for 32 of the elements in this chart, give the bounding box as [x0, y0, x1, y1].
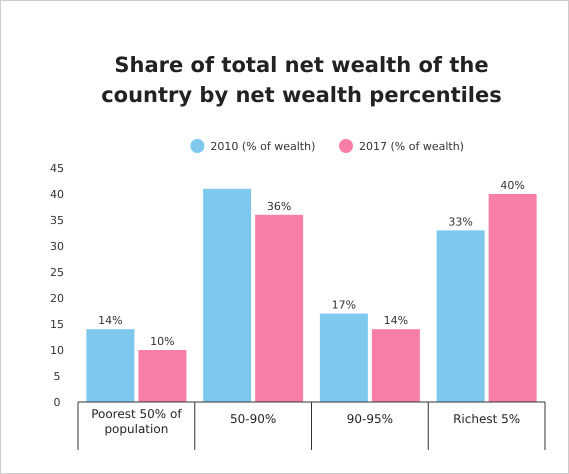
x-tick-label: 50-90%: [230, 412, 276, 426]
y-tick-label: 5: [54, 370, 60, 383]
x-tick-label: Richest 5%: [453, 412, 520, 426]
bar: [436, 230, 485, 402]
y-tick-label: 15: [50, 318, 64, 331]
data-label: 14%: [98, 314, 123, 328]
y-tick-label: 25: [50, 266, 64, 279]
y-tick-label: 10: [50, 344, 64, 357]
bar: [320, 314, 368, 402]
chart-title: Share of total net wealth of the country by net wealth percentiles: [101, 53, 502, 107]
legend-label: 2010 (% of wealth): [210, 140, 316, 153]
y-tick-label: 20: [50, 292, 64, 305]
legend-label: 2017 (% of wealth): [359, 140, 464, 153]
bar: [255, 214, 304, 402]
data-label: 17%: [332, 298, 356, 312]
data-label: 14%: [384, 314, 408, 328]
data-label: 33%: [448, 215, 473, 228]
data-label: 10%: [150, 335, 175, 348]
y-tick-label: 35: [50, 214, 64, 227]
bar: [203, 188, 252, 402]
x-tick-label: 90-95%: [346, 412, 394, 426]
bar: [488, 194, 537, 402]
y-tick-label: 40: [50, 188, 64, 201]
y-tick-label: 45: [50, 162, 64, 175]
y-tick-label: 30: [50, 240, 64, 253]
y-tick-label: 0: [54, 396, 60, 409]
bar: [372, 329, 420, 402]
x-tick-label: Poorest 50% of population: [91, 407, 182, 436]
bar: [138, 350, 186, 402]
data-label: 36%: [266, 200, 292, 213]
bar: [86, 329, 134, 402]
data-label: 40%: [500, 179, 525, 192]
